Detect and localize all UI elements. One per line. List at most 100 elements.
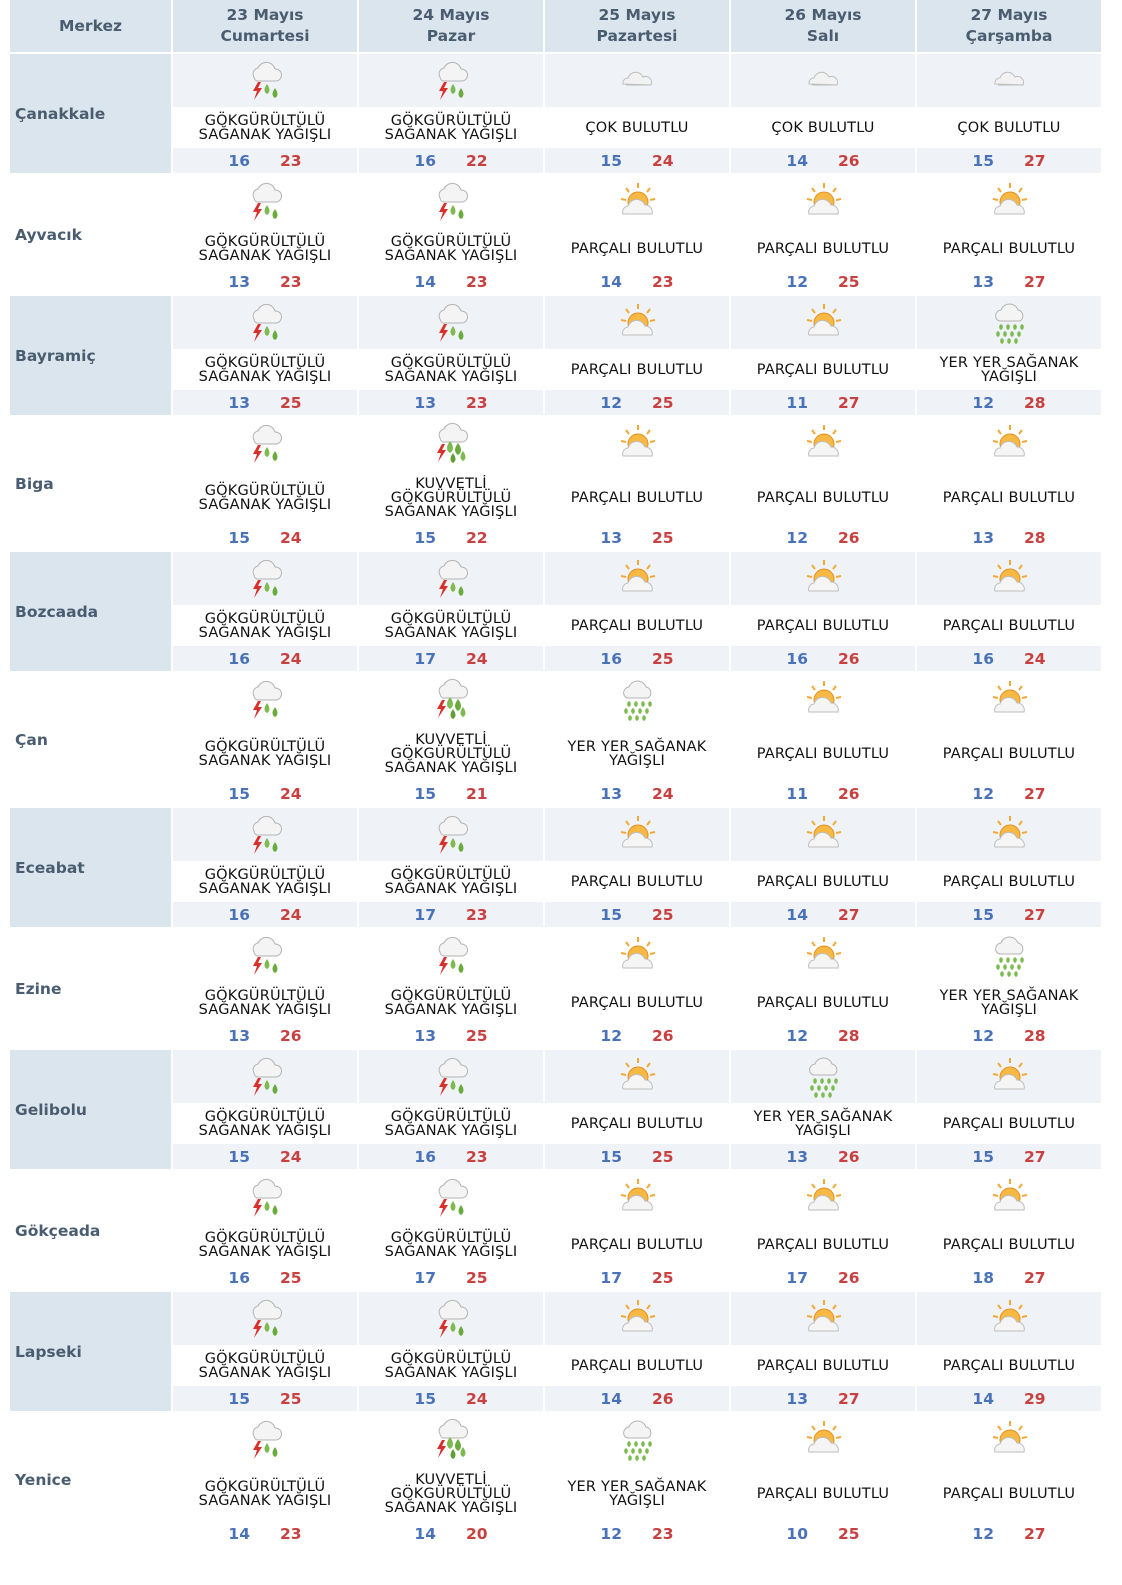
- weather-description: PARÇALI BULUTLU: [570, 873, 704, 890]
- forecast-cell: GÖKGÜRÜLTÜLÜ SAĞANAK YAĞIŞLI 16 25: [173, 1171, 357, 1290]
- weather-description: YER YER SAĞANAK YAĞIŞLI: [939, 987, 1079, 1018]
- icon-area: [173, 417, 357, 470]
- day-date: 25 Mayıs: [598, 6, 676, 24]
- partly-cloudy-icon: [800, 300, 846, 346]
- forecast-cell: PARÇALI BULUTLU 15 27: [917, 808, 1101, 927]
- forecast-cell: ÇOK BULUTLU 14 26: [731, 54, 915, 173]
- min-temp: 12: [972, 393, 994, 412]
- temperature-pair: 15 24: [545, 148, 729, 173]
- icon-area: [173, 175, 357, 228]
- weather-description: PARÇALI BULUTLU: [756, 745, 890, 762]
- cloudy-icon: [986, 66, 1032, 96]
- max-temp: 28: [1024, 528, 1046, 547]
- icon-area: [545, 417, 729, 470]
- icon-area: [731, 1292, 915, 1345]
- icon-area: [359, 417, 543, 470]
- forecast-cell: YER YER SAĞANAK YAĞIŞLI 13 24: [545, 673, 729, 806]
- weather-description: PARÇALI BULUTLU: [756, 994, 890, 1011]
- max-temp: 25: [652, 649, 674, 668]
- max-temp: 27: [1024, 272, 1046, 291]
- min-temp: 13: [600, 784, 622, 803]
- icon-area: [359, 296, 543, 349]
- table-row: Ezine GÖKGÜRÜLTÜLÜ SAĞANAK YAĞIŞLI 13 26 GÖK…: [10, 929, 1112, 1048]
- icon-area: [545, 1050, 729, 1103]
- icon-area: [359, 54, 543, 107]
- table-row: Gelibolu GÖKGÜRÜLTÜLÜ SAĞANAK YAĞIŞLI 15 24…: [10, 1050, 1112, 1169]
- min-temp: 15: [600, 151, 622, 170]
- max-temp: 27: [1024, 784, 1046, 803]
- icon-area: [731, 808, 915, 861]
- thunderstorm-icon: [242, 933, 288, 979]
- min-temp: 17: [414, 649, 436, 668]
- max-temp: 22: [466, 151, 488, 170]
- temperature-pair: 14 26: [731, 148, 915, 173]
- forecast-cell: GÖKGÜRÜLTÜLÜ SAĞANAK YAĞIŞLI 16 23: [173, 54, 357, 173]
- icon-area: [917, 673, 1101, 726]
- icon-area: [545, 552, 729, 605]
- icon-area: [173, 808, 357, 861]
- min-temp: 16: [600, 649, 622, 668]
- day-date: 27 Mayıs: [970, 6, 1048, 24]
- icon-area: [359, 673, 543, 726]
- min-temp: 16: [972, 649, 994, 668]
- max-temp: 27: [1024, 1147, 1046, 1166]
- city-name: Yenice: [15, 1470, 72, 1489]
- max-temp: 23: [466, 1147, 488, 1166]
- icon-area: [731, 1171, 915, 1224]
- forecast-cell: GÖKGÜRÜLTÜLÜ SAĞANAK YAĞIŞLI 13 23: [359, 296, 543, 415]
- forecast-cell: GÖKGÜRÜLTÜLÜ SAĞANAK YAĞIŞLI 13 25: [173, 296, 357, 415]
- min-temp: 13: [414, 393, 436, 412]
- max-temp: 27: [1024, 151, 1046, 170]
- temperature-pair: 16 23: [359, 1144, 543, 1169]
- icon-area: [917, 552, 1101, 605]
- icon-area: [173, 1050, 357, 1103]
- temperature-pair: 16 26: [731, 646, 915, 671]
- min-temp: 12: [600, 1026, 622, 1045]
- max-temp: 27: [838, 1389, 860, 1408]
- forecast-cell: PARÇALI BULUTLU 13 27: [917, 175, 1101, 294]
- merkez-header: Merkez: [10, 0, 171, 52]
- table-header: Merkez 23 Mayıs Cumartesi 24 Mayıs Pazar…: [10, 0, 1112, 52]
- icon-area: [545, 929, 729, 982]
- forecast-cell: PARÇALI BULUTLU 17 26: [731, 1171, 915, 1290]
- partly-cloudy-icon: [800, 179, 846, 225]
- thunderstorm-icon: [428, 933, 474, 979]
- forecast-cell: PARÇALI BULUTLU 10 25: [731, 1413, 915, 1546]
- weather-description: KUVVETLİ GÖKGÜRÜLTÜLÜ SAĞANAK YAĞIŞLI: [384, 731, 518, 776]
- thunderstorm-icon: [428, 812, 474, 858]
- city-name: Ayvacık: [15, 225, 82, 244]
- min-temp: 14: [414, 272, 436, 291]
- icon-area: [359, 1050, 543, 1103]
- forecast-cell: PARÇALI BULUTLU 11 26: [731, 673, 915, 806]
- min-temp: 14: [786, 151, 808, 170]
- forecast-cell: PARÇALI BULUTLU 14 23: [545, 175, 729, 294]
- temperature-pair: 12 27: [917, 781, 1101, 806]
- partly-cloudy-icon: [986, 812, 1032, 858]
- forecast-cell: GÖKGÜRÜLTÜLÜ SAĞANAK YAĞIŞLI 15 24: [359, 1292, 543, 1411]
- forecast-cell: PARÇALI BULUTLU 15 25: [545, 1050, 729, 1169]
- day-weekday: Pazartesi: [596, 27, 678, 45]
- day-header: 25 Mayıs Pazartesi: [545, 0, 729, 52]
- showers-icon: [614, 677, 660, 723]
- forecast-cell: PARÇALI BULUTLU 13 25: [545, 417, 729, 550]
- weather-description: GÖKGÜRÜLTÜLÜ SAĞANAK YAĞIŞLI: [198, 354, 332, 385]
- forecast-cell: YER YER SAĞANAK YAĞIŞLI 12 28: [917, 929, 1101, 1048]
- partly-cloudy-icon: [800, 556, 846, 602]
- forecast-cell: PARÇALI BULUTLU 13 28: [917, 417, 1101, 550]
- max-temp: 20: [466, 1524, 488, 1543]
- min-temp: 13: [228, 272, 250, 291]
- max-temp: 26: [838, 784, 860, 803]
- min-temp: 15: [228, 1389, 250, 1408]
- max-temp: 26: [838, 528, 860, 547]
- partly-cloudy-icon: [800, 677, 846, 723]
- min-temp: 16: [228, 1268, 250, 1287]
- temperature-pair: 13 26: [731, 1144, 915, 1169]
- table-row: Yenice GÖKGÜRÜLTÜLÜ SAĞANAK YAĞIŞLI 14 23 KU…: [10, 1413, 1112, 1546]
- temperature-pair: 13 23: [173, 269, 357, 294]
- weather-description: YER YER SAĞANAK YAĞIŞLI: [753, 1108, 893, 1139]
- temperature-pair: 17 23: [359, 902, 543, 927]
- icon-area: [917, 1050, 1101, 1103]
- min-temp: 13: [414, 1026, 436, 1045]
- city-name: Bozcaada: [10, 552, 171, 671]
- thunderstorm-icon: [242, 1296, 288, 1342]
